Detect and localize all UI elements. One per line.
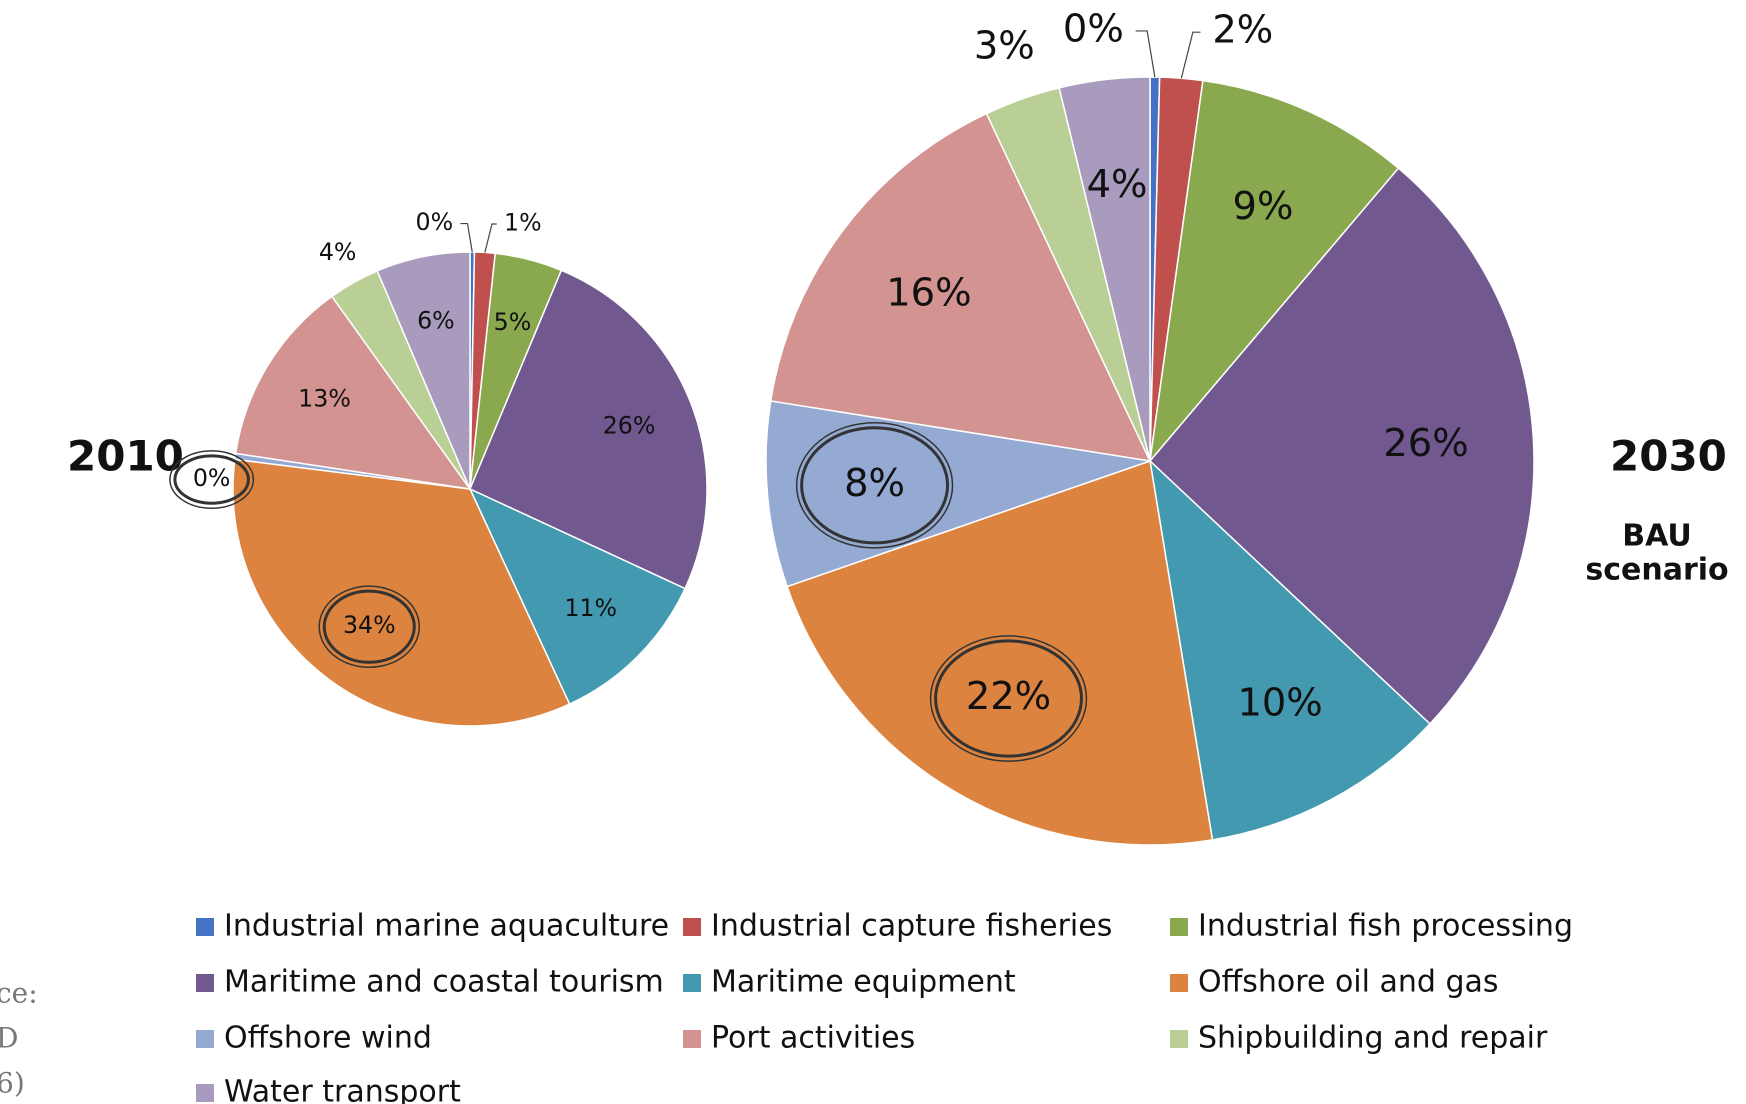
data-label: 16% — [886, 270, 971, 315]
data-label: 13% — [298, 384, 351, 412]
subtitle: BAU — [1622, 519, 1692, 554]
legend-swatch — [683, 918, 701, 936]
data-label: 10% — [1237, 680, 1322, 725]
pie-slice — [769, 112, 1152, 462]
highlight-ring — [322, 589, 416, 664]
legend-swatch — [196, 1084, 214, 1102]
leader-line — [1135, 30, 1156, 78]
legend-label: Offshore wind — [224, 1021, 432, 1056]
legend-swatch — [1170, 918, 1188, 936]
legend-label: Port activities — [711, 1021, 915, 1056]
pie-slice — [1148, 458, 1431, 841]
data-label: 9% — [1233, 184, 1294, 229]
highlight-ring — [169, 450, 255, 509]
legend-swatch — [683, 1030, 701, 1048]
leader-line — [484, 223, 497, 253]
data-label: 4% — [319, 238, 357, 266]
legend-swatch — [196, 974, 214, 992]
data-label: 3% — [974, 24, 1035, 69]
data-label: 1% — [504, 209, 542, 237]
pie-slice — [1058, 76, 1151, 462]
data-label: 26% — [1383, 421, 1468, 466]
legend-swatch — [1170, 974, 1188, 992]
data-label: 26% — [603, 412, 656, 440]
pie-slice — [1148, 79, 1400, 464]
data-label: 8% — [844, 461, 905, 506]
legend-swatch — [1170, 1030, 1188, 1048]
source-text: ce: — [0, 977, 38, 1010]
pie-slice — [468, 487, 687, 706]
legend-swatch — [196, 1030, 214, 1048]
legend-label: Offshore oil and gas — [1198, 965, 1499, 1000]
leader-line — [1180, 31, 1201, 79]
legend-label: Maritime equipment — [711, 965, 1016, 1000]
legend-swatch — [683, 974, 701, 992]
source-text: D — [0, 1022, 18, 1055]
data-label: 6% — [417, 306, 455, 334]
data-label: 0% — [1063, 6, 1124, 51]
highlight-ring — [934, 639, 1083, 758]
pie-slice — [376, 251, 471, 490]
pie-slice — [765, 400, 1151, 588]
legend-label: Water transport — [224, 1075, 461, 1104]
data-label: 0% — [193, 464, 231, 492]
legend-label: Industrial marine aquaculture — [224, 909, 669, 944]
highlight-ring — [173, 454, 250, 505]
legend-label: Shipbuilding and repair — [1198, 1021, 1548, 1056]
highlight-ring — [795, 421, 954, 549]
highlight-ring — [318, 585, 421, 669]
highlight-ring — [800, 426, 950, 545]
leader-line — [460, 222, 473, 253]
legend-swatch — [196, 918, 214, 936]
chart-title: 2010 — [67, 432, 184, 481]
legend-label: Industrial fish processing — [1198, 909, 1573, 944]
subtitle: scenario — [1585, 553, 1728, 588]
legend-label: Maritime and coastal tourism — [224, 965, 664, 1000]
data-label: 4% — [1087, 162, 1148, 207]
legend-label: Industrial capture fisheries — [711, 909, 1112, 944]
data-label: 22% — [966, 674, 1051, 719]
source-text: 6) — [0, 1067, 25, 1100]
pie-slice — [234, 295, 472, 491]
data-label: 34% — [343, 611, 396, 639]
data-label: 2% — [1212, 8, 1273, 53]
pie-slice — [469, 269, 708, 590]
chart-title: 2030 — [1610, 432, 1727, 481]
pie-slice — [1148, 167, 1535, 725]
highlight-ring — [929, 635, 1088, 762]
data-label: 5% — [494, 308, 532, 336]
pie-slice — [786, 460, 1214, 846]
data-label: 0% — [416, 208, 454, 236]
pie-slice — [232, 458, 571, 727]
data-label: 11% — [564, 594, 617, 622]
